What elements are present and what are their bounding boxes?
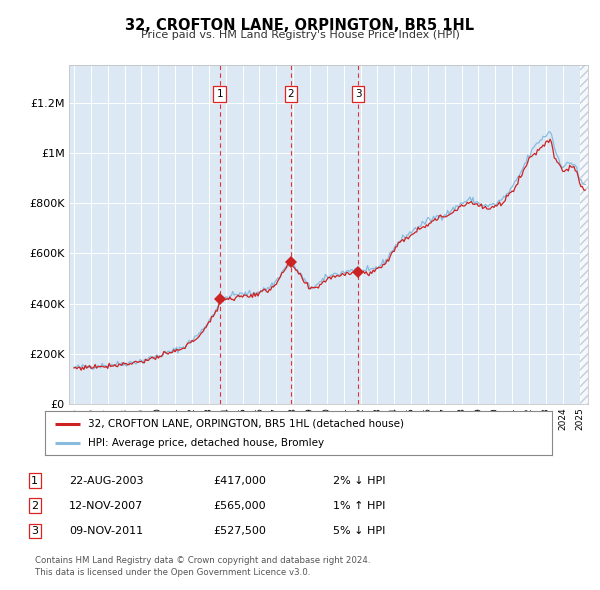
Text: Price paid vs. HM Land Registry's House Price Index (HPI): Price paid vs. HM Land Registry's House … [140,30,460,40]
Text: 09-NOV-2011: 09-NOV-2011 [69,526,143,536]
Text: 2: 2 [287,88,294,99]
Text: 2: 2 [31,501,38,510]
Text: £417,000: £417,000 [213,476,266,486]
Text: 32, CROFTON LANE, ORPINGTON, BR5 1HL (detached house): 32, CROFTON LANE, ORPINGTON, BR5 1HL (de… [88,419,404,428]
Text: £565,000: £565,000 [213,501,266,510]
Text: 1% ↑ HPI: 1% ↑ HPI [333,501,385,510]
Text: 1: 1 [217,88,223,99]
Text: 2% ↓ HPI: 2% ↓ HPI [333,476,386,486]
Text: 22-AUG-2003: 22-AUG-2003 [69,476,143,486]
Text: 12-NOV-2007: 12-NOV-2007 [69,501,143,510]
Text: Contains HM Land Registry data © Crown copyright and database right 2024.
This d: Contains HM Land Registry data © Crown c… [35,556,370,576]
Text: 32, CROFTON LANE, ORPINGTON, BR5 1HL: 32, CROFTON LANE, ORPINGTON, BR5 1HL [125,18,475,32]
Text: 1: 1 [31,476,38,486]
Text: 5% ↓ HPI: 5% ↓ HPI [333,526,385,536]
Text: 3: 3 [31,526,38,536]
Text: HPI: Average price, detached house, Bromley: HPI: Average price, detached house, Brom… [88,438,324,448]
Text: 3: 3 [355,88,361,99]
Text: £527,500: £527,500 [213,526,266,536]
Bar [580,65,588,404]
